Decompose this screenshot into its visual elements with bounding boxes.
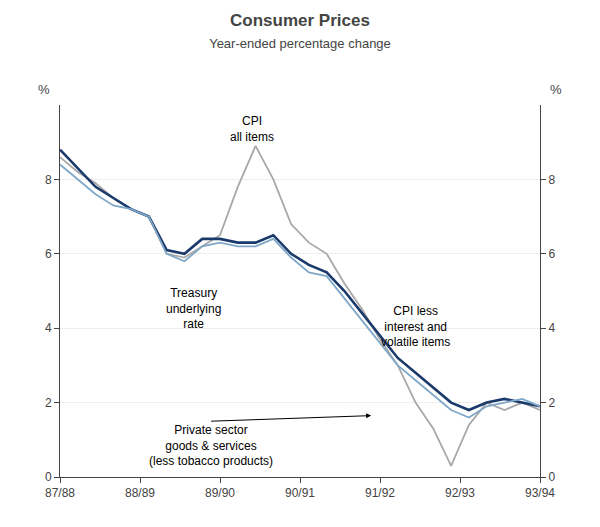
svg-text:0: 0 <box>548 470 555 484</box>
svg-text:%: % <box>38 82 50 97</box>
svg-text:91/92: 91/92 <box>365 486 395 500</box>
svg-text:Private sectorgoods & services: Private sectorgoods & services(less toba… <box>149 423 273 468</box>
svg-text:93/94: 93/94 <box>525 486 555 500</box>
svg-text:92/93: 92/93 <box>445 486 475 500</box>
svg-text:88/89: 88/89 <box>125 486 155 500</box>
svg-text:4: 4 <box>45 321 52 335</box>
svg-text:%: % <box>550 82 562 97</box>
svg-text:6: 6 <box>548 247 555 261</box>
svg-text:Consumer PricesYear-ended perc: Consumer PricesYear-ended percentage cha… <box>209 11 391 51</box>
svg-text:2: 2 <box>45 396 52 410</box>
svg-text:8: 8 <box>45 173 52 187</box>
svg-text:6: 6 <box>45 247 52 261</box>
svg-text:2: 2 <box>548 396 555 410</box>
svg-text:CPI lessinterest andvolatile i: CPI lessinterest andvolatile items <box>381 304 450 349</box>
svg-text:90/91: 90/91 <box>285 486 315 500</box>
svg-text:CPIall items: CPIall items <box>230 114 274 144</box>
svg-text:4: 4 <box>548 321 555 335</box>
svg-text:0: 0 <box>45 470 52 484</box>
svg-text:87/88: 87/88 <box>45 486 75 500</box>
svg-text:8: 8 <box>548 173 555 187</box>
svg-text:Treasuryunderlyingrate: Treasuryunderlyingrate <box>166 286 221 331</box>
svg-text:89/90: 89/90 <box>205 486 235 500</box>
